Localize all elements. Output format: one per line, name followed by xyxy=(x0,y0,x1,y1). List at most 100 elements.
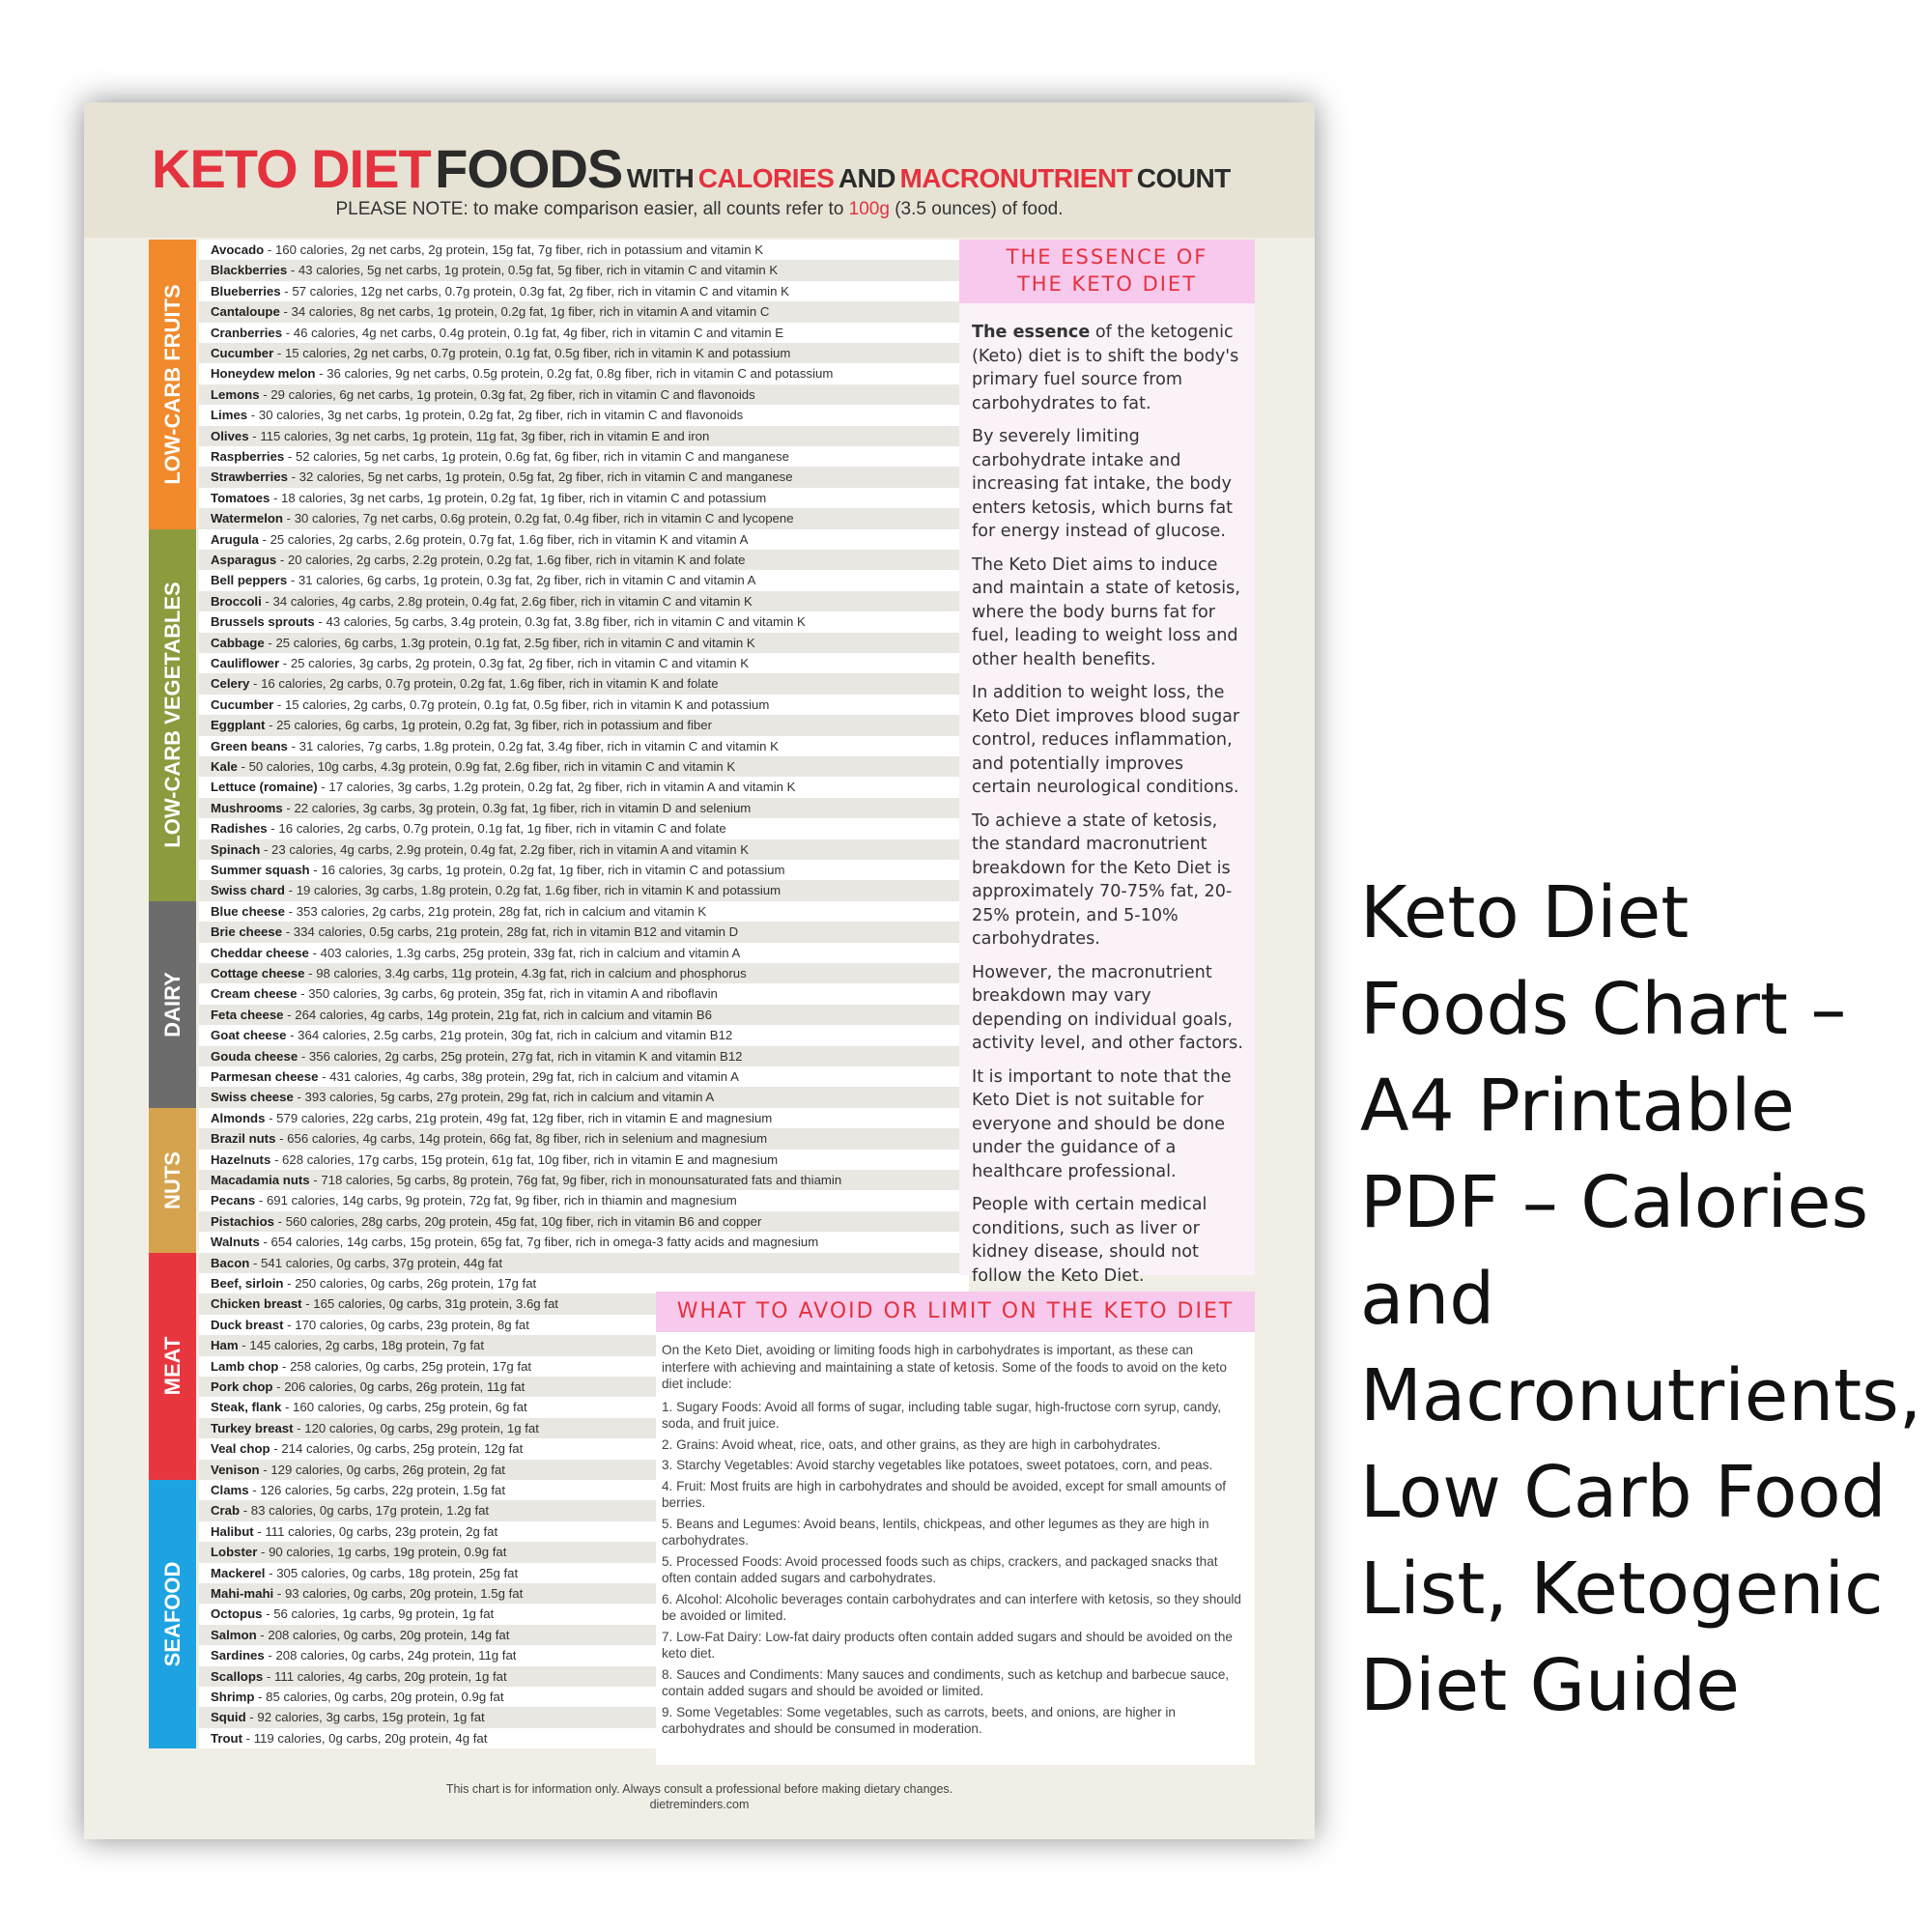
note-text: PLEASE NOTE: to make comparison easier, … xyxy=(335,199,844,219)
essence-box: THE ESSENCE OF THE KETO DIET The essence… xyxy=(959,240,1255,1286)
essence-lead-rest: of the ketogenic (Keto) diet is to shift… xyxy=(972,323,1239,413)
food-name: Macadamia nuts xyxy=(211,1173,310,1187)
food-row: Blackberries - 43 calories, 5g net carbs… xyxy=(199,260,969,281)
food-row: Lemons - 29 calories, 6g net carbs, 1g p… xyxy=(199,384,969,406)
food-name: Shrimp xyxy=(211,1690,255,1704)
food-row: Arugula - 25 calories, 2g carbs, 2.6g pr… xyxy=(199,528,969,550)
note: PLEASE NOTE: to make comparison easier, … xyxy=(84,199,1315,220)
food-name: Octopus xyxy=(211,1606,263,1622)
food-details: 19 calories, 3g carbs, 1.8g protein, 0.2… xyxy=(296,883,781,898)
food-row: Summer squash - 16 calories, 3g carbs, 1… xyxy=(199,860,969,881)
essence-paragraph: The Keto Diet aims to induce and maintai… xyxy=(972,554,1240,669)
food-details: 356 calories, 2g carbs, 25g protein, 27g… xyxy=(308,1048,743,1064)
food-row: Raspberries - 52 calories, 5g net carbs,… xyxy=(199,446,969,468)
food-name: Cabbage xyxy=(211,635,265,650)
food-name: Crab xyxy=(211,1503,241,1519)
food-row: Lettuce (romaine) - 17 calories, 3g carb… xyxy=(199,777,969,798)
category-label: LOW-CARB VEGETABLES xyxy=(159,582,185,848)
note-text-end: (3.5 ounces) of food. xyxy=(895,199,1064,219)
food-name: Broccoli xyxy=(211,593,262,609)
avoid-item: 3. Starchy Vegetables: Avoid starchy veg… xyxy=(662,1458,1213,1472)
food-details: 25 calories, 6g carbs, 1g protein, 0.2g … xyxy=(276,718,712,733)
header: KETO DIET FOODS WITH CALORIES AND MACRON… xyxy=(84,102,1315,238)
avoid-item: 6. Alcohol: Alcoholic beverages contain … xyxy=(662,1591,1241,1624)
food-details: 129 calories, 0g carbs, 26g protein, 2g … xyxy=(270,1462,505,1477)
footer-disclaimer: This chart is for information only. Alwa… xyxy=(445,1782,953,1796)
food-name: Duck breast xyxy=(211,1317,284,1332)
food-details: 52 calories, 5g net carbs, 1g protein, 0… xyxy=(295,449,789,464)
side-title: Keto Diet Foods Chart – A4 Printable PDF… xyxy=(1360,871,1922,1727)
title-with: WITH xyxy=(626,163,695,193)
food-row: Goat cheese - 364 calories, 2.5g carbs, … xyxy=(199,1025,969,1046)
food-details: 718 calories, 5g carbs, 8g protein, 76g … xyxy=(321,1173,842,1187)
food-row: Swiss chard - 19 calories, 3g carbs, 1.8… xyxy=(199,880,969,901)
food-details: 111 calories, 0g carbs, 23g protein, 2g … xyxy=(265,1523,498,1539)
food-details: 206 calories, 0g carbs, 26g protein, 11g… xyxy=(284,1379,526,1394)
food-details: 145 calories, 2g carbs, 18g protein, 7g … xyxy=(249,1338,484,1353)
food-name: Salmon xyxy=(211,1627,257,1642)
food-row: Blue cheese - 353 calories, 2g carbs, 21… xyxy=(199,900,969,923)
food-details: 25 calories, 3g carbs, 2g protein, 0.3g … xyxy=(290,656,750,670)
food-name: Walnuts xyxy=(211,1235,260,1250)
food-details: 431 calories, 4g carbs, 38g protein, 29g… xyxy=(329,1069,739,1084)
avoid-item: 8. Sauces and Condiments: Many sauces an… xyxy=(662,1666,1230,1699)
title-foods: FOODS xyxy=(435,138,623,199)
food-name: Brie cheese xyxy=(211,924,283,940)
food-row: Avocado - 160 calories, 2g net carbs, 2g… xyxy=(199,240,969,261)
food-name: Radishes xyxy=(211,821,268,837)
food-details: 31 calories, 6g carbs, 1g protein, 0.3g … xyxy=(298,573,756,588)
food-row: Cucumber - 15 calories, 2g net carbs, 0.… xyxy=(199,343,969,364)
title-keto: KETO DIET xyxy=(152,138,432,199)
footer: This chart is for information only. Alwa… xyxy=(84,1781,1315,1812)
food-details: 403 calories, 1.3g carbs, 25g protein, 3… xyxy=(320,945,741,960)
avoid-item: 4. Fruit: Most fruits are high in carboh… xyxy=(662,1478,1227,1511)
category-label: MEAT xyxy=(159,1336,185,1396)
food-name: Venison xyxy=(211,1462,260,1477)
food-details: 23 calories, 4g carbs, 2.9g protein, 0.4… xyxy=(271,841,750,857)
food-row: Strawberries - 32 calories, 5g net carbs… xyxy=(199,467,969,488)
food-name: Feta cheese xyxy=(211,1007,284,1022)
food-details: 334 calories, 0.5g carbs, 21g protein, 2… xyxy=(293,924,739,940)
category-seafood: SEAFOOD xyxy=(149,1480,196,1749)
food-name: Hazelnuts xyxy=(211,1151,271,1167)
food-name: Avocado xyxy=(211,242,265,257)
avoid-item: 9. Some Vegetables: Some vegetables, suc… xyxy=(662,1704,1176,1737)
essence-heading-line-1: THE ESSENCE OF xyxy=(1006,245,1208,269)
food-details: 165 calories, 0g carbs, 31g protein, 3.6… xyxy=(313,1296,558,1312)
food-details: 541 calories, 0g carbs, 37g protein, 44g… xyxy=(261,1255,503,1270)
food-row: Brazil nuts - 656 calories, 4g carbs, 14… xyxy=(199,1128,969,1150)
essence-paragraph: It is important to note that the Keto Di… xyxy=(972,1066,1232,1181)
food-details: 160 calories, 2g net carbs, 2g protein, … xyxy=(274,242,764,257)
title-calories: CALORIES xyxy=(697,163,835,193)
food-row: Watermelon - 30 calories, 7g net carbs, … xyxy=(199,508,969,529)
food-row: Brie cheese - 334 calories, 0.5g carbs, … xyxy=(199,922,969,943)
food-name: Brussels sprouts xyxy=(211,614,315,630)
food-row: Radishes - 16 calories, 2g carbs, 0.7g p… xyxy=(199,818,969,839)
food-details: 393 calories, 5g carbs, 27g protein, 29g… xyxy=(304,1090,715,1105)
food-details: 560 calories, 28g carbs, 20g protein, 45… xyxy=(285,1213,762,1229)
food-details: 56 calories, 1g carbs, 9g protein, 1g fa… xyxy=(273,1606,495,1622)
food-details: 208 calories, 0g carbs, 24g protein, 11g… xyxy=(275,1648,517,1663)
food-row: Limes - 30 calories, 3g net carbs, 1g pr… xyxy=(199,405,969,426)
essence-heading-line-2: THE KETO DIET xyxy=(1016,272,1198,296)
essence-paragraph: By severely limiting carbohydrate intake… xyxy=(972,427,1234,541)
food-row: Olives - 115 calories, 3g net carbs, 1g … xyxy=(199,425,969,446)
food-details: 25 calories, 6g carbs, 1.3g protein, 0.1… xyxy=(275,635,755,650)
essence-paragraphs: The essence of the ketogenic (Keto) diet… xyxy=(959,303,1255,1288)
food-name: Pork chop xyxy=(211,1379,273,1394)
poster: KETO DIET FOODS WITH CALORIES AND MACRON… xyxy=(84,102,1315,1839)
food-details: 98 calories, 3.4g carbs, 11g protein, 4.… xyxy=(316,966,747,980)
essence-paragraph: However, the macronutrient breakdown may… xyxy=(972,962,1243,1054)
food-details: 16 calories, 3g carbs, 1g protein, 0.2g … xyxy=(321,863,785,877)
food-row: Macadamia nuts - 718 calories, 5g carbs,… xyxy=(199,1170,969,1191)
food-name: Celery xyxy=(211,676,250,692)
category-vegetables: LOW-CARB VEGETABLES xyxy=(149,528,196,901)
food-name: Strawberries xyxy=(211,469,288,485)
title-count: COUNT xyxy=(1136,163,1232,193)
food-row: Blueberries - 57 calories, 12g net carbs… xyxy=(199,280,969,302)
food-details: 57 calories, 12g net carbs, 0.7g protein… xyxy=(292,283,789,298)
food-row: Brussels sprouts - 43 calories, 5g carbs… xyxy=(199,611,969,633)
food-details: 29 calories, 6g net carbs, 1g protein, 0… xyxy=(270,386,755,402)
food-name: Swiss chard xyxy=(211,883,285,898)
food-row: Almonds - 579 calories, 22g carbs, 21g p… xyxy=(199,1107,969,1129)
